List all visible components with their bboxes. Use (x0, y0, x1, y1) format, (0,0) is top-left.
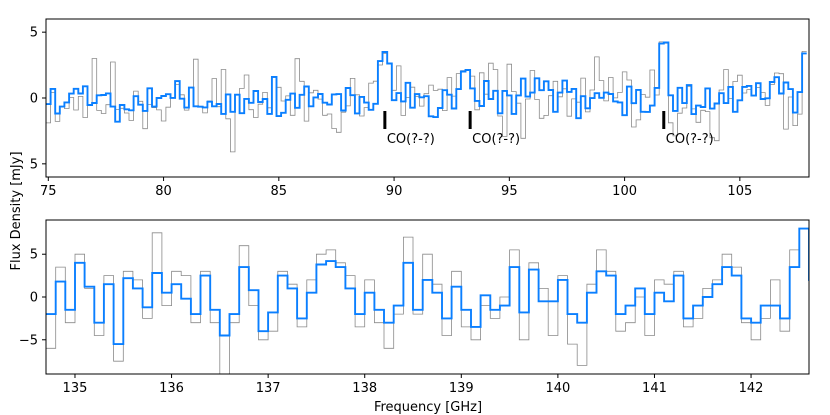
bottom-axes-frame (45, 219, 810, 375)
bottom-x-tick-label: 141 (642, 381, 667, 396)
x-axis-label: Frequency [GHz] (374, 400, 482, 415)
bottom-plot-area (46, 227, 809, 374)
bottom-y-tick-label: 5 (30, 248, 38, 263)
top-y-tick-label: 0 (30, 92, 38, 107)
top-binned-spectrum-line (46, 41, 807, 123)
top-plot-area (46, 41, 807, 153)
top-annotations: CO(?-?) CO(?-?) CO(?-?) (383, 111, 714, 147)
bottom-panel: 135 136 137 138 139 140 141 142 5 0 −5 (19, 219, 810, 396)
y-axis-label: Flux Density [mJy] (9, 151, 24, 270)
line-annotation-label: CO(?-?) (472, 132, 520, 147)
bottom-x-tick-label: 135 (63, 381, 88, 396)
bottom-y-tick-label: 0 (30, 291, 38, 306)
top-y-tick-label: 5 (30, 26, 38, 41)
bottom-x-tick-label: 140 (545, 381, 570, 396)
bottom-x-tick-label: 139 (449, 381, 474, 396)
bottom-binned-spectrum-line (46, 227, 809, 346)
top-x-tick-label: 75 (40, 184, 57, 199)
top-y-tick-label: 5 (30, 157, 38, 172)
bottom-x-tick-label: 136 (159, 381, 184, 396)
line-annotation-label: CO(?-?) (387, 132, 435, 147)
top-x-tick-label: 100 (612, 184, 637, 199)
line-annotation-label: CO(?-?) (666, 132, 714, 147)
bottom-x-tick-label: 138 (352, 381, 377, 396)
top-x-tick-label: 80 (155, 184, 172, 199)
top-x-tick-label: 90 (386, 184, 403, 199)
top-x-tick-label: 95 (501, 184, 518, 199)
bottom-x-tick-label: 137 (256, 381, 281, 396)
bottom-raw-spectrum-line (46, 228, 809, 374)
bottom-x-tick-label: 142 (739, 381, 764, 396)
top-x-tick-label: 105 (727, 184, 752, 199)
top-x-tick-label: 85 (271, 184, 288, 199)
bottom-ticks: 135 136 137 138 139 140 141 142 5 0 −5 (19, 248, 764, 396)
top-ticks: 75 80 85 90 95 100 105 5 0 5 (30, 26, 753, 199)
bottom-y-tick-label: −5 (19, 333, 38, 348)
